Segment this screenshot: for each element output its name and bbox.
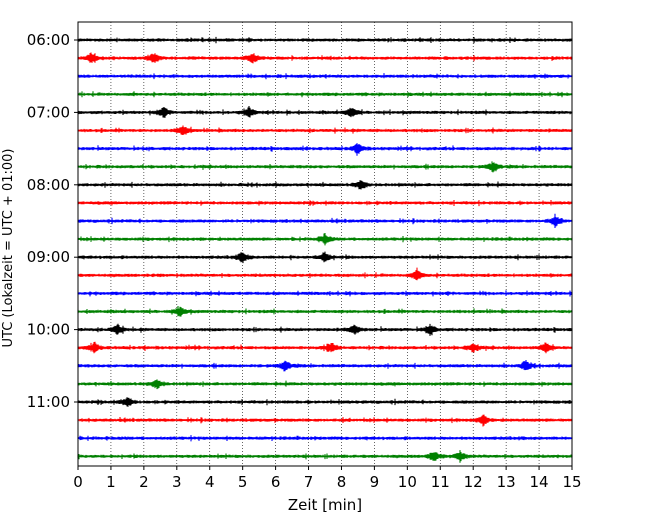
x-tick-label: 1	[106, 473, 116, 491]
y-axis-ticks: 06:00 07:00 08:00 09:00 10:00 11:00	[27, 31, 78, 411]
x-tick-label: 7	[304, 473, 314, 491]
y-tick-label: 08:00	[27, 176, 70, 194]
y-tick-label: 09:00	[27, 248, 70, 266]
y-tick-label: 10:00	[27, 321, 70, 339]
x-tick-label: 13	[497, 473, 516, 491]
y-axis-label: UTC (Lokalzeit = UTC + 01:00)	[1, 149, 16, 348]
x-tick-label: 4	[205, 473, 215, 491]
x-tick-label: 9	[370, 473, 380, 491]
x-tick-label: 3	[172, 473, 182, 491]
x-tick-label: 11	[431, 473, 450, 491]
x-tick-label: 8	[337, 473, 347, 491]
x-axis-ticks: 0 1 2 3 4 5 6 7 8 9 10 11 12 13 14 15	[73, 466, 582, 491]
x-tick-label: 5	[238, 473, 248, 491]
x-tick-label: 12	[464, 473, 483, 491]
x-tick-label: 6	[271, 473, 281, 491]
grid-lines	[110, 22, 540, 466]
x-axis-label: Zeit [min]	[288, 496, 362, 514]
x-tick-label: 15	[562, 473, 581, 491]
x-tick-label: 0	[73, 473, 83, 491]
plot-frame	[77, 21, 573, 467]
y-tick-label: 07:00	[27, 103, 70, 121]
x-tick-label: 14	[530, 473, 549, 491]
x-tick-label: 2	[139, 473, 149, 491]
y-tick-label: 11:00	[27, 393, 70, 411]
y-tick-label: 06:00	[27, 31, 70, 49]
x-tick-label: 10	[398, 473, 417, 491]
